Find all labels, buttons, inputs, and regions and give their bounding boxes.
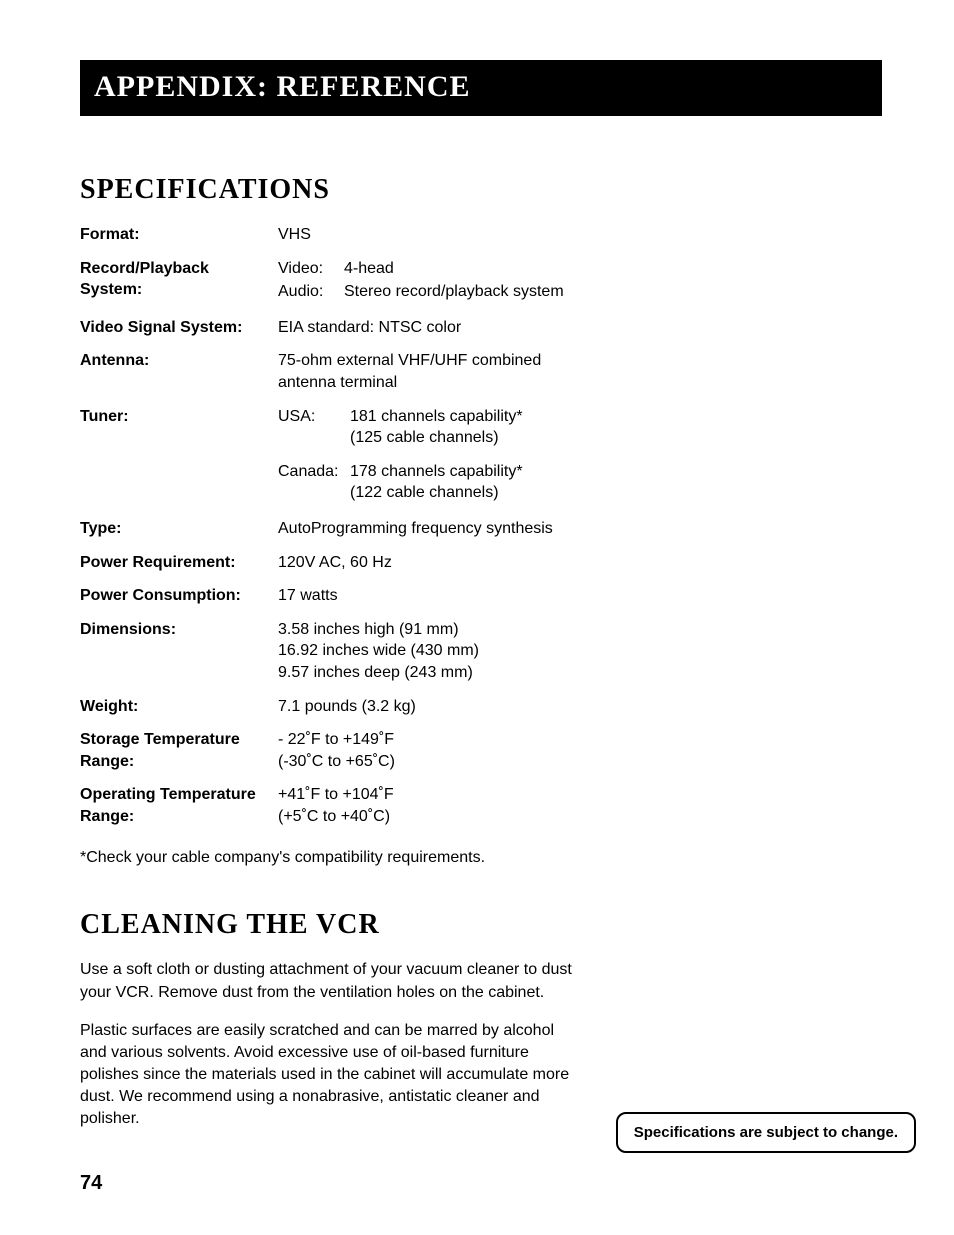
spec-subkey: Audio: <box>278 281 344 305</box>
spec-label: Tuner: <box>80 406 278 518</box>
spec-value: 17 watts <box>278 585 600 619</box>
spec-value: 120V AC, 60 Hz <box>278 552 600 586</box>
spec-value: USA: 181 channels capability* (125 cable… <box>278 406 600 518</box>
spec-label: Video Signal System: <box>80 317 278 351</box>
spec-value: EIA standard: NTSC color <box>278 317 600 351</box>
spec-line: (122 cable channels) <box>350 482 523 504</box>
spec-row: Power Consumption: 17 watts <box>80 585 600 619</box>
spec-row: Antenna: 75-ohm external VHF/UHF combine… <box>80 350 600 405</box>
spec-line: 16.92 inches wide (430 mm) <box>278 640 600 662</box>
chapter-banner: Appendix: Reference <box>80 60 882 116</box>
spec-subval: 178 channels capability* (122 cable chan… <box>350 461 523 506</box>
spec-row: Format: VHS <box>80 224 600 258</box>
spec-label: Power Consumption: <box>80 585 278 619</box>
spec-line: (125 cable channels) <box>350 427 523 449</box>
section-heading-cleaning: Cleaning the VCR <box>80 909 882 941</box>
spec-row: Storage Temperature Range: - 22˚F to +14… <box>80 729 600 784</box>
spec-label: Power Requirement: <box>80 552 278 586</box>
footnote: *Check your cable company's compatibilit… <box>80 849 882 867</box>
section-heading-specifications: Specifications <box>80 174 882 206</box>
page-number: 74 <box>80 1172 102 1195</box>
spec-line: 181 channels capability* <box>350 406 523 428</box>
spec-value: 7.1 pounds (3.2 kg) <box>278 696 600 730</box>
spec-value: 75-ohm external VHF/UHF combined antenna… <box>278 350 600 405</box>
spec-subval: 4-head <box>344 258 564 282</box>
spec-label: Weight: <box>80 696 278 730</box>
body-paragraph: Use a soft cloth or dusting attachment o… <box>80 959 580 1003</box>
spec-label: Record/Playback System: <box>80 258 278 317</box>
spec-value: - 22˚F to +149˚F (-30˚C to +65˚C) <box>278 729 600 784</box>
spec-subval: 181 channels capability* (125 cable chan… <box>350 406 523 451</box>
spec-subval: Stereo record/playback system <box>344 281 564 305</box>
spec-subkey: Video: <box>278 258 344 282</box>
spec-line: (+5˚C to +40˚C) <box>278 806 600 828</box>
spec-line: 9.57 inches deep (243 mm) <box>278 662 600 684</box>
spec-value: 3.58 inches high (91 mm) 16.92 inches wi… <box>278 619 600 696</box>
spec-line: 178 channels capability* <box>350 461 523 483</box>
spec-row: Power Requirement: 120V AC, 60 Hz <box>80 552 600 586</box>
spec-row: Weight: 7.1 pounds (3.2 kg) <box>80 696 600 730</box>
spec-label: Storage Temperature Range: <box>80 729 278 784</box>
spec-label: Type: <box>80 518 278 552</box>
specifications-table: Format: VHS Record/Playback System: Vide… <box>80 224 600 839</box>
spec-subkey: USA: <box>278 406 350 451</box>
spec-label: Dimensions: <box>80 619 278 696</box>
spec-row: Record/Playback System: Video: 4-head Au… <box>80 258 600 317</box>
spec-label: Antenna: <box>80 350 278 405</box>
spec-line: (-30˚C to +65˚C) <box>278 751 600 773</box>
spec-line: +41˚F to +104˚F <box>278 784 600 806</box>
spec-label: Operating Temperature Range: <box>80 784 278 839</box>
spec-value: Video: 4-head Audio: Stereo record/playb… <box>278 258 600 317</box>
spec-row: Video Signal System: EIA standard: NTSC … <box>80 317 600 351</box>
spec-row: Type: AutoProgramming frequency synthesi… <box>80 518 600 552</box>
body-paragraph: Plastic surfaces are easily scratched an… <box>80 1020 580 1130</box>
spec-row: Operating Temperature Range: +41˚F to +1… <box>80 784 600 839</box>
spec-value: AutoProgramming frequency synthesis <box>278 518 600 552</box>
notice-box: Specifications are subject to change. <box>616 1112 916 1153</box>
spec-row: Tuner: USA: 181 channels capability* (12… <box>80 406 600 518</box>
spec-subkey: Canada: <box>278 461 350 506</box>
spec-value: +41˚F to +104˚F (+5˚C to +40˚C) <box>278 784 600 839</box>
spec-line: - 22˚F to +149˚F <box>278 729 600 751</box>
spec-label: Format: <box>80 224 278 258</box>
spec-value: VHS <box>278 224 600 258</box>
spec-line: 3.58 inches high (91 mm) <box>278 619 600 641</box>
spec-row: Dimensions: 3.58 inches high (91 mm) 16.… <box>80 619 600 696</box>
